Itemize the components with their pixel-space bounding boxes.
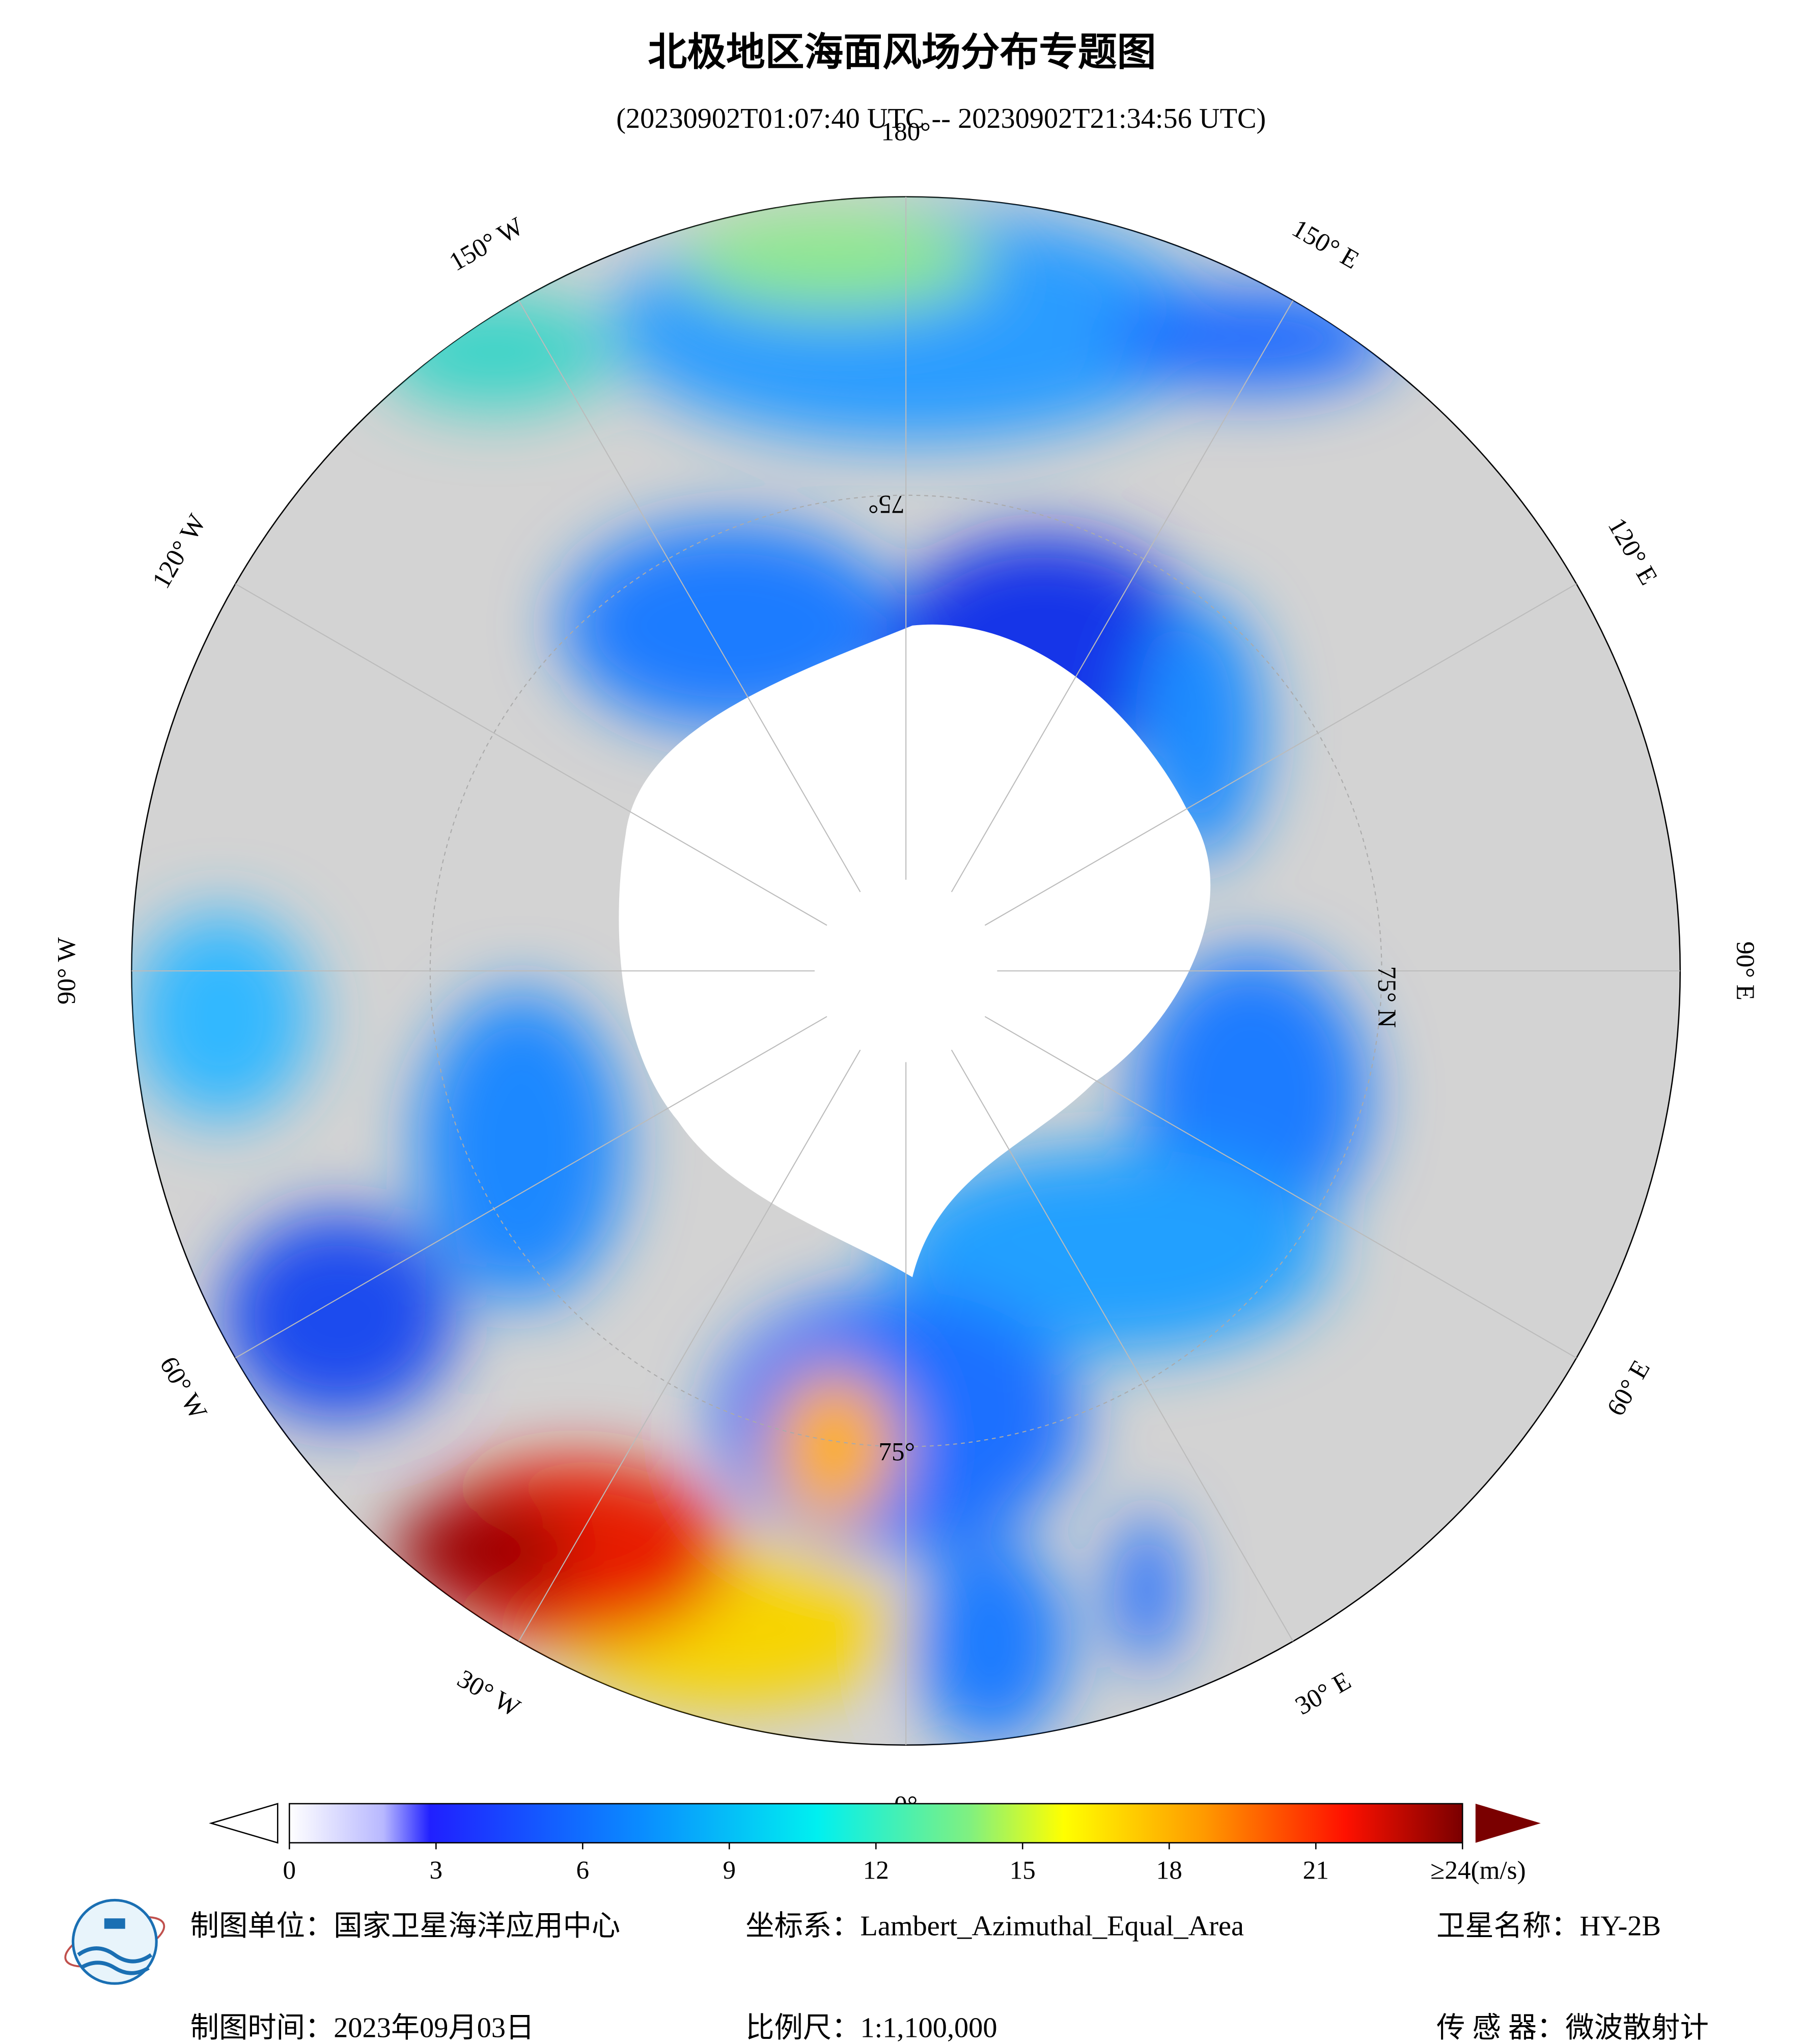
longitude-label: 150° E [1287,214,1364,275]
latitude-label: 75° [878,1438,915,1467]
longitude-label: 150° W [445,211,529,276]
colorbar-tick-label: 0 [283,1856,296,1885]
title: 北极地区海面风场分布专题图 [648,30,1156,75]
latitude-label: 75° [868,490,905,519]
meridian [984,583,1577,926]
colorbar-bar [289,1803,1463,1844]
footer: 制图单位：国家卫星海洋应用中心 坐标系：Lambert_Azimuthal_Eq… [190,1911,1709,2044]
meridian [951,1049,1294,1642]
footer-date: 制图时间：2023年09月03日 [190,2012,535,2043]
colorbar-tick-label: 12 [863,1856,889,1885]
sea-ice [619,624,1211,1277]
colorbar-tick-label: 15 [1010,1856,1036,1885]
meridian [235,1016,827,1359]
meridian [951,300,1294,892]
longitude-label: 60° E [1601,1355,1656,1421]
colorbar-tick-label: ≥24(m/s) [1430,1856,1525,1885]
meridian [235,583,827,926]
longitude-label: 120° W [147,509,212,593]
meridians [131,197,1680,1745]
meridian [518,1049,861,1642]
latitude-label: 75° N [1372,966,1401,1028]
longitude-label: 120° E [1602,513,1663,590]
longitude-label: 60° W [154,1352,213,1424]
colorbar-tick-label: 9 [723,1856,736,1885]
map [131,196,1681,1746]
longitude-label: 180° [881,117,931,146]
longitude-label: 90° E [1731,941,1760,1000]
logo [64,1898,165,1985]
longitude-label: 30° W [452,1664,525,1723]
footer-producer: 制图单位：国家卫星海洋应用中心 [190,1911,620,1942]
colorbar-tick-label: 6 [576,1856,590,1885]
longitude-label: 30° E [1290,1666,1356,1721]
colorbar-low-arrow [209,1803,279,1844]
footer-sensor: 传 感 器：微波散射计 [1436,2012,1709,2043]
footer-coordinate-system: 坐标系：Lambert_Azimuthal_Equal_Area [745,1911,1244,1942]
footer-satellite: 卫星名称：HY-2B [1436,1911,1661,1942]
colorbar-tick-label: 3 [430,1856,443,1885]
longitude-label: 90° W [52,937,81,1005]
subtitle: (20230902T01:07:40 UTC -- 20230902T21:34… [616,103,1266,134]
meridian [518,300,861,892]
colorbar-tick-label: 21 [1303,1856,1329,1885]
footer-scale: 比例尺：1:1,100,000 [745,2012,997,2043]
colorbar-tick-label: 18 [1156,1856,1182,1885]
colorbar-high-arrow [1475,1803,1541,1843]
colorbar: 0 3 6 9 12 15 18 21 ≥24(m/s) [209,1803,1541,1885]
meridian [984,1016,1577,1359]
